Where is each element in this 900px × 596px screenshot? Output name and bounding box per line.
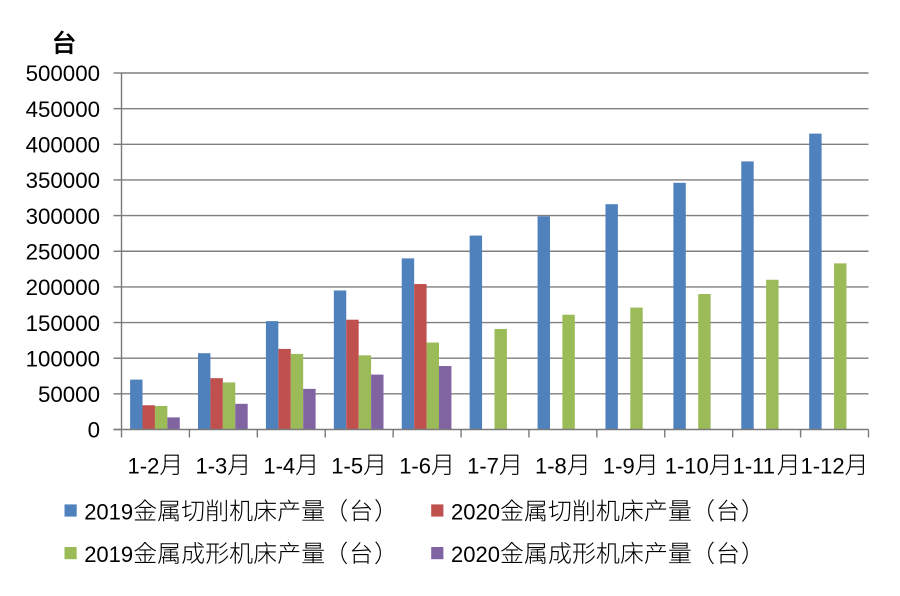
svg-text:1-8: 1-8	[535, 453, 567, 478]
svg-text:250000: 250000	[26, 239, 100, 264]
svg-text:100000: 100000	[26, 346, 100, 371]
svg-text:300000: 300000	[26, 204, 100, 229]
svg-text:1-11: 1-11	[733, 453, 775, 478]
svg-text:1-12: 1-12	[801, 453, 845, 478]
svg-text:200000: 200000	[26, 275, 100, 300]
svg-text:1-2: 1-2	[128, 453, 160, 478]
svg-text:2019: 2019	[84, 500, 133, 525]
svg-text:2019: 2019	[84, 542, 133, 567]
svg-text:1-9: 1-9	[603, 453, 635, 478]
svg-text:50000: 50000	[38, 382, 100, 407]
svg-text:500000: 500000	[26, 61, 100, 86]
svg-text:1-7: 1-7	[467, 453, 499, 478]
svg-text:450000: 450000	[26, 97, 100, 122]
svg-text:1-3: 1-3	[195, 453, 227, 478]
svg-text:1-6: 1-6	[399, 453, 431, 478]
svg-text:0: 0	[88, 418, 100, 443]
svg-text:1-5: 1-5	[331, 453, 363, 478]
svg-text:1-4: 1-4	[263, 453, 295, 478]
svg-text:400000: 400000	[26, 133, 100, 158]
svg-text:150000: 150000	[26, 311, 100, 336]
svg-text:350000: 350000	[26, 168, 100, 193]
svg-text:2020: 2020	[451, 500, 500, 525]
svg-text:2020: 2020	[451, 542, 500, 567]
svg-text:1-10: 1-10	[665, 453, 709, 478]
